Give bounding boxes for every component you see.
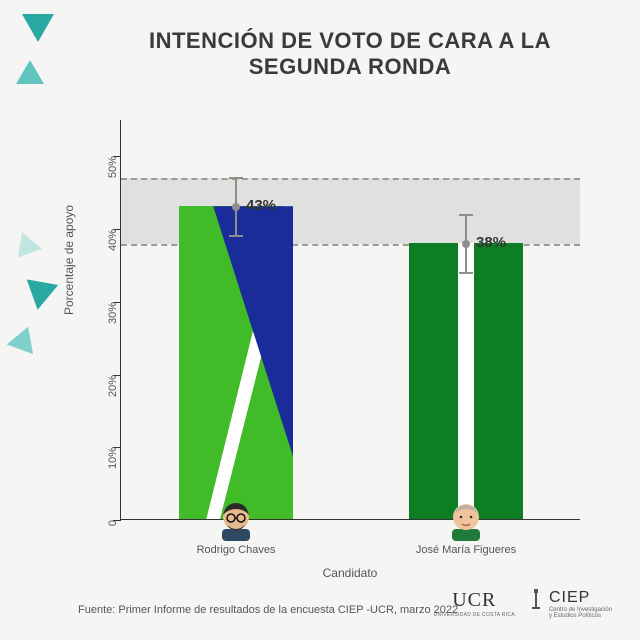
footer-logos: UCR UNIVERSIDAD DE COSTA RICA CIEP Centr… <box>434 589 612 620</box>
candidate-label: Rodrigo Chaves <box>166 544 306 556</box>
chart-plot: 010%20%30%40%50%43%Rodrigo Chaves38%José… <box>120 120 580 520</box>
avatar-chaves <box>214 497 258 541</box>
ucr-logo-sub: UNIVERSIDAD DE COSTA RICA <box>434 612 515 618</box>
x-axis-label: Candidato <box>120 566 580 580</box>
candidate-label: José María Figueres <box>396 544 536 556</box>
triangle-icon <box>22 279 58 312</box>
bar-chaves <box>179 206 293 519</box>
triangle-icon <box>16 60 44 84</box>
error-cap <box>229 235 243 237</box>
error-cap <box>229 177 243 179</box>
value-label: 38% <box>476 234 506 251</box>
chart-title: INTENCIÓN DE VOTO DE CARA A LA SEGUNDA R… <box>120 28 580 80</box>
ciep-mark-icon <box>529 589 543 616</box>
plot-area: 010%20%30%40%50%43%Rodrigo Chaves38%José… <box>120 120 580 520</box>
y-axis-label: Porcentaje de apoyo <box>62 205 76 315</box>
avatar-figueres <box>444 497 488 541</box>
bar-figueres <box>409 243 523 519</box>
y-tick-label: 40% <box>107 229 119 265</box>
ciep-logo-text: CIEP <box>549 589 590 606</box>
title-line-2: SEGUNDA RONDA <box>120 54 580 80</box>
ciep-sub-1: Centro de Investigación <box>549 607 612 614</box>
triangle-icon <box>7 322 42 354</box>
ciep-sub-2: y Estudios Políticos <box>549 613 612 620</box>
error-point <box>462 240 470 248</box>
ucr-logo: UCR UNIVERSIDAD DE COSTA RICA <box>434 589 515 618</box>
error-cap <box>459 214 473 216</box>
source-text: Fuente: Primer Informe de resultados de … <box>78 604 458 616</box>
ucr-logo-text: UCR <box>434 589 515 612</box>
triangle-icon <box>22 14 54 42</box>
ciep-logo: CIEP Centro de Investigación y Estudios … <box>529 589 612 620</box>
y-tick-label: 0 <box>107 520 119 556</box>
value-label: 43% <box>246 197 276 214</box>
y-tick-label: 50% <box>107 156 119 192</box>
triangle-icon <box>8 232 42 266</box>
y-tick-label: 10% <box>107 447 119 483</box>
y-tick-label: 20% <box>107 375 119 411</box>
y-tick-label: 30% <box>107 302 119 338</box>
error-cap <box>459 272 473 274</box>
reference-line <box>121 178 580 180</box>
title-line-1: INTENCIÓN DE VOTO DE CARA A LA <box>120 28 580 54</box>
